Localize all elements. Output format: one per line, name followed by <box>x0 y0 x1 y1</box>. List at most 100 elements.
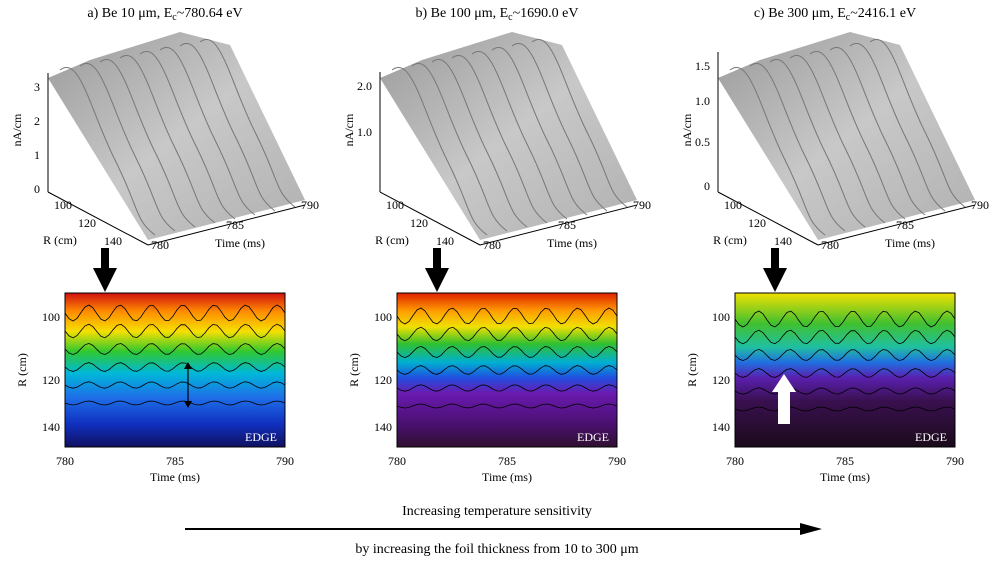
arrow-head <box>425 268 449 292</box>
title-text: a) Be 10 μm, E <box>87 6 172 21</box>
x-axis-label: Time (ms) <box>820 470 870 484</box>
arrow-head <box>763 268 787 292</box>
t-axis <box>817 204 976 246</box>
z-tick-label: 1 <box>34 148 40 162</box>
x-tick-label: 790 <box>608 454 626 468</box>
t-axis-label: Time (ms) <box>215 236 265 250</box>
r-tick-label: 100 <box>724 198 742 212</box>
surface-ridge <box>829 47 926 216</box>
x-tick-label: 790 <box>946 454 964 468</box>
y-tick-label: 140 <box>42 420 60 434</box>
t-axis <box>479 204 638 246</box>
contour-line <box>734 329 956 345</box>
arrow-head <box>184 401 192 408</box>
r-tick-label: 140 <box>104 234 122 248</box>
contour-line <box>734 387 956 395</box>
arrow-shaft <box>433 248 441 270</box>
surface-ridge <box>79 63 176 232</box>
y-tick-label: 140 <box>374 420 392 434</box>
contour-line <box>64 400 286 406</box>
y-tick-label: 120 <box>712 373 730 387</box>
y-tick-label: 100 <box>374 310 392 324</box>
t-tick-label: 780 <box>151 238 169 252</box>
surface-ridge <box>869 39 966 208</box>
r-tick-label: 100 <box>54 198 72 212</box>
z-tick-label: 0 <box>34 182 40 196</box>
z-axis-label: nA/cm <box>342 113 356 146</box>
surface-ridge <box>99 59 196 228</box>
contour-line <box>64 323 286 339</box>
z-tick-label: 1.0 <box>357 125 372 139</box>
arrow-head <box>93 268 117 292</box>
contour-line <box>64 362 286 372</box>
panel-title: c) Be 300 μm, Ec~2416.1 eV <box>754 6 916 23</box>
panel-title: b) Be 100 μm, Ec~1690.0 eV <box>415 6 578 23</box>
contour-line <box>396 403 618 409</box>
contour-line <box>396 326 618 342</box>
r-axis <box>47 191 149 246</box>
z-tick-label: 2 <box>34 114 40 128</box>
z-tick-label: 1.5 <box>695 59 710 73</box>
z-tick-label: 0.5 <box>695 135 710 149</box>
arrow-shaft <box>101 248 109 270</box>
t-axis-label: Time (ms) <box>885 236 935 250</box>
z-tick-label: 1.0 <box>695 94 710 108</box>
x-tick-label: 790 <box>276 454 294 468</box>
surface-ridge <box>809 51 906 220</box>
title-suffix: ~780.64 eV <box>177 6 243 21</box>
r-tick-label: 140 <box>436 234 454 248</box>
surface-ridge <box>179 43 276 212</box>
edge-label: EDGE <box>577 430 609 444</box>
z-axis-label: nA/cm <box>680 113 694 146</box>
t-tick-label: 785 <box>558 218 576 232</box>
y-tick-label: 100 <box>42 310 60 324</box>
r-tick-label: 100 <box>386 198 404 212</box>
contour-line <box>64 342 286 356</box>
panel-title: a) Be 10 μm, Ec~780.64 eV <box>87 6 242 23</box>
surface-ridge <box>451 55 548 224</box>
edge-label: EDGE <box>245 430 277 444</box>
z-tick-label: 0 <box>704 179 710 193</box>
contour-line <box>64 381 286 389</box>
surface-ridge <box>391 67 488 236</box>
z-tick-label: 3 <box>34 80 40 94</box>
x-tick-label: 785 <box>166 454 184 468</box>
t-tick-label: 790 <box>633 198 651 212</box>
arrow-shaft <box>771 248 779 270</box>
x-tick-label: 785 <box>836 454 854 468</box>
t-tick-label: 790 <box>301 198 319 212</box>
surface-ridge <box>531 39 628 208</box>
surface <box>718 32 975 240</box>
contour-line <box>734 406 956 412</box>
x-axis-label: Time (ms) <box>482 470 532 484</box>
edge-label: EDGE <box>915 430 947 444</box>
t-axis-label: Time (ms) <box>547 236 597 250</box>
title-subscript: c <box>846 12 851 23</box>
y-tick-label: 140 <box>712 420 730 434</box>
surface <box>48 32 305 240</box>
contour-line <box>734 368 956 378</box>
surface-ridge <box>769 59 866 228</box>
surface-ridge <box>471 51 568 220</box>
surface-ridge <box>139 51 236 220</box>
r-axis-label: R (cm) <box>713 233 747 247</box>
title-subscript: c <box>172 12 177 23</box>
surface-ridge <box>491 47 588 216</box>
r-tick-label: 120 <box>410 216 428 230</box>
arrow-head <box>184 362 192 369</box>
contour-line <box>396 384 618 392</box>
surface-ridge <box>749 63 846 232</box>
title-text: c) Be 300 μm, E <box>754 6 846 21</box>
r-axis-label: R (cm) <box>375 233 409 247</box>
y-axis-label: R (cm) <box>15 353 29 387</box>
y-tick-label: 120 <box>42 373 60 387</box>
surface-ridge <box>729 67 826 236</box>
x-tick-label: 780 <box>388 454 406 468</box>
arrow-head <box>800 523 822 535</box>
contour-line <box>396 307 618 325</box>
r-axis <box>379 191 481 246</box>
surface-ridge <box>59 67 156 236</box>
surface-ridge <box>511 43 608 212</box>
contour-line <box>396 365 618 375</box>
